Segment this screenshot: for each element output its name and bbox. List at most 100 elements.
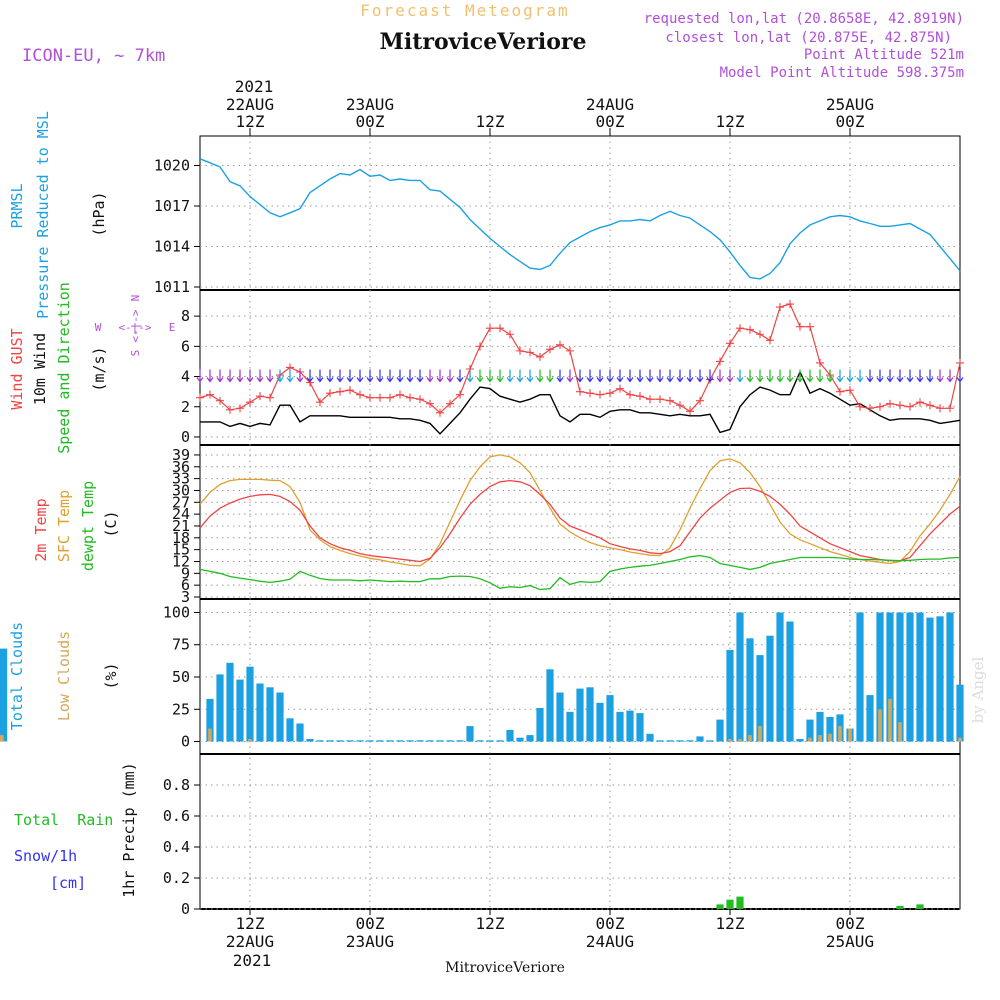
- gust-marker-17: [366, 393, 374, 402]
- total-cloud-bar-27: [476, 740, 484, 742]
- wind-arrow-62: [816, 369, 824, 383]
- total-cloud-bar-40: [606, 695, 614, 742]
- panel-frames: [199, 135, 961, 910]
- wind-arrow-51: [706, 369, 714, 383]
- chart-marks: [0, 159, 964, 909]
- wind-arrow-17: [366, 369, 374, 383]
- total-cloud-bar-1: [216, 674, 224, 742]
- total-cloud-bar-0: [206, 698, 214, 742]
- total-cloud-bar-38: [586, 687, 594, 742]
- wind-arrow-73: [926, 369, 934, 383]
- total-cloud-bar-75: [956, 684, 964, 742]
- gust-marker-38: [576, 387, 584, 396]
- model-altitude: Model Point Altitude 598.375m: [720, 65, 964, 81]
- y-tick-label-p1-2: 1017: [154, 197, 190, 215]
- gust-marker-58: [776, 303, 784, 312]
- gust-marker-35: [546, 345, 554, 354]
- watermark: by Angel: [969, 656, 987, 723]
- y-tick-label-p3-4: 15: [172, 541, 190, 559]
- total-cloud-bar-74: [946, 612, 954, 742]
- total-cloud-bar-25: [456, 740, 464, 742]
- sfc-temp-label: SFC Temp: [55, 490, 73, 562]
- gust-marker-31: [506, 330, 514, 339]
- gust-marker-54: [736, 324, 744, 333]
- total-cloud-bar-12: [326, 740, 334, 742]
- wind-arrow-16: [356, 369, 364, 383]
- wind-arrow-15: [346, 369, 354, 383]
- bottom-time-axis: 2021 MitroviceVeriore 12Z22AUG00Z23AUG12…: [226, 909, 874, 976]
- sfc-temp-line: [199, 454, 961, 567]
- y-tick-label-p2-0: 0: [181, 428, 190, 446]
- low-cloud-bar-4: [248, 739, 252, 742]
- total-cloud-bar-28: [486, 740, 494, 742]
- total-cloud-bar-23: [436, 740, 444, 742]
- wind-speed-line: [200, 370, 961, 435]
- wind-arrow-1: [206, 369, 214, 383]
- compass-e: E: [169, 321, 176, 334]
- y-tick-label-p3-11: 36: [172, 458, 190, 476]
- low-cloud-bar-75: [958, 737, 962, 742]
- total-cloud-bar-19: [396, 740, 404, 742]
- wind-arrow-41: [606, 369, 614, 383]
- wind-arrow-76: [956, 369, 964, 383]
- total-cloud-bar-68: [886, 612, 894, 742]
- wind-arrow-26: [456, 369, 464, 383]
- compass-n: N: [129, 295, 142, 302]
- total-cloud-bar-6: [266, 687, 274, 742]
- gust-marker-60: [796, 322, 804, 331]
- gust-marker-67: [866, 404, 874, 413]
- total-cloud-bar-41: [616, 711, 624, 742]
- snow-label: Snow/1h: [14, 847, 77, 865]
- y-tick-label-p5-4: 0.8: [163, 776, 190, 794]
- wind-arrow-58: [776, 369, 784, 383]
- total-cloud-bar-33: [536, 708, 544, 742]
- y-tick-label-p3-10: 33: [172, 470, 190, 488]
- wind-arrow-8: [276, 369, 284, 383]
- gust-marker-19: [386, 393, 394, 402]
- wind-arrow-40: [596, 369, 604, 383]
- total-cloud-bar-5: [256, 683, 264, 742]
- gust-marker-45: [646, 395, 654, 404]
- gust-marker-16: [356, 390, 364, 399]
- wind-arrow-50: [696, 369, 704, 383]
- gust-marker-72: [916, 398, 924, 407]
- total-cloud-bar-49: [696, 736, 704, 742]
- total-cloud-bar-29: [496, 740, 504, 742]
- total-cloud-bar-31: [516, 737, 524, 742]
- y-tick-label-p2-4: 8: [181, 307, 190, 325]
- wind-label: 10m Wind: [31, 333, 49, 405]
- rain-bar-2: [736, 896, 744, 909]
- total-cloud-bar-44: [646, 733, 654, 742]
- total-cloud-bar-46: [666, 740, 674, 742]
- cm-label: [cm]: [50, 874, 86, 892]
- closest-coords: closest lon,lat (20.875E, 42.875N): [665, 30, 952, 46]
- gust-marker-24: [436, 408, 444, 417]
- total-cloud-bar-54: [746, 638, 754, 742]
- y-tick-label-p5-0: 0: [181, 900, 190, 918]
- gust-marker-66: [856, 402, 864, 411]
- total-cloud-bar-67: [876, 612, 884, 742]
- pressure-line: [199, 158, 961, 280]
- wind-arrow-28: [476, 369, 484, 383]
- wind-panel: Wind GUST 10m Wind Speed and Direction (…: [8, 282, 175, 454]
- rain-label: Total Rain: [14, 811, 113, 829]
- wind-arrow-30: [496, 369, 504, 383]
- low-cloud-bar-68: [888, 698, 892, 742]
- top-date-label-5: 25AUG: [826, 95, 874, 114]
- total-cloud-bar-24: [446, 740, 454, 742]
- y-tick-label-p1-0: 1011: [154, 278, 190, 296]
- total-cloud-bar-59: [796, 739, 804, 742]
- y-tick-label-p3-6: 21: [172, 517, 190, 535]
- gust-marker-41: [606, 389, 614, 398]
- total-cloud-bar-4: [246, 666, 254, 742]
- bottom-date-label-5: 25AUG: [826, 932, 874, 951]
- rain-bar-3: [896, 905, 904, 909]
- total-cloud-bar-15: [356, 740, 364, 742]
- total-cloud-bar-13: [336, 740, 344, 742]
- low-cloud-bar-0: [208, 728, 212, 742]
- wind-arrow-9: [286, 369, 294, 383]
- y-tick-label-p3-7: 24: [172, 505, 190, 523]
- gust-marker-56: [756, 330, 764, 339]
- low-cloud-bar-67: [878, 709, 882, 742]
